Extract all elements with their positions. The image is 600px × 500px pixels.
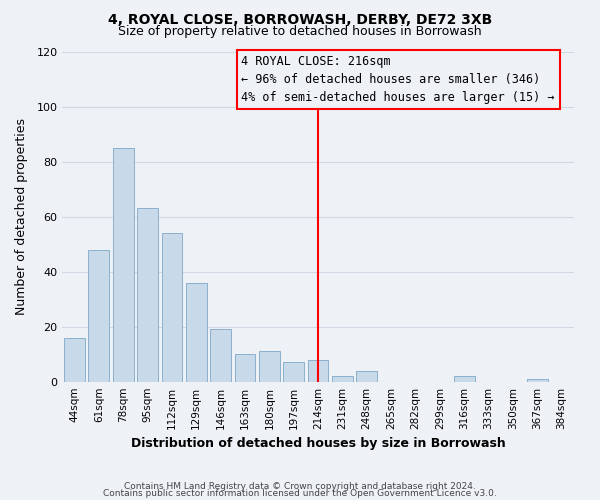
Text: 4, ROYAL CLOSE, BORROWASH, DERBY, DE72 3XB: 4, ROYAL CLOSE, BORROWASH, DERBY, DE72 3…	[108, 12, 492, 26]
Bar	[235, 354, 256, 382]
X-axis label: Distribution of detached houses by size in Borrowash: Distribution of detached houses by size …	[131, 437, 505, 450]
Bar	[64, 338, 85, 382]
Bar	[88, 250, 109, 382]
Bar	[186, 282, 206, 382]
Bar	[113, 148, 134, 382]
Bar	[308, 360, 328, 382]
Text: Size of property relative to detached houses in Borrowash: Size of property relative to detached ho…	[118, 25, 482, 38]
Bar	[527, 379, 548, 382]
Bar	[210, 330, 231, 382]
Text: 4 ROYAL CLOSE: 216sqm
← 96% of detached houses are smaller (346)
4% of semi-deta: 4 ROYAL CLOSE: 216sqm ← 96% of detached …	[241, 55, 555, 104]
Text: Contains HM Land Registry data © Crown copyright and database right 2024.: Contains HM Land Registry data © Crown c…	[124, 482, 476, 491]
Bar	[332, 376, 353, 382]
Bar	[454, 376, 475, 382]
Bar	[283, 362, 304, 382]
Text: Contains public sector information licensed under the Open Government Licence v3: Contains public sector information licen…	[103, 490, 497, 498]
Bar	[161, 233, 182, 382]
Bar	[259, 352, 280, 382]
Bar	[137, 208, 158, 382]
Y-axis label: Number of detached properties: Number of detached properties	[15, 118, 28, 315]
Bar	[356, 370, 377, 382]
